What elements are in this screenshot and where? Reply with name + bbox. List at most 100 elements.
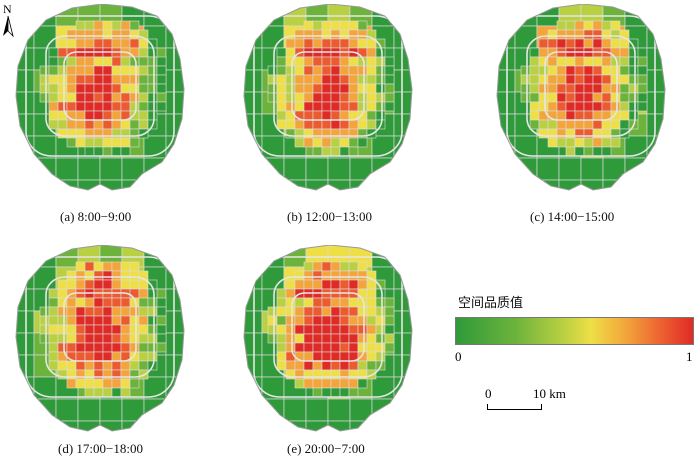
district-block bbox=[93, 146, 104, 157]
district-block bbox=[93, 342, 104, 353]
district-block bbox=[497, 47, 516, 71]
district-block bbox=[339, 378, 350, 389]
district-block bbox=[375, 324, 386, 335]
district-block bbox=[111, 29, 122, 40]
district-block bbox=[592, 56, 603, 67]
district-block bbox=[84, 297, 95, 308]
district-block bbox=[129, 324, 140, 335]
district-block bbox=[312, 306, 323, 317]
district-block bbox=[16, 179, 35, 190]
district-block bbox=[339, 110, 350, 121]
district-block bbox=[84, 360, 95, 371]
district-block bbox=[574, 110, 585, 121]
district-block bbox=[384, 65, 395, 76]
city-boundary bbox=[243, 245, 413, 432]
district-block bbox=[349, 398, 373, 422]
district-block bbox=[102, 342, 113, 353]
district-block bbox=[147, 297, 158, 308]
district-block bbox=[529, 56, 540, 67]
district-block bbox=[147, 306, 158, 317]
district-block bbox=[102, 137, 113, 148]
district-block bbox=[375, 47, 386, 58]
district-block bbox=[111, 20, 122, 31]
district-block bbox=[303, 29, 314, 40]
district-block bbox=[574, 29, 585, 40]
district-block bbox=[366, 110, 377, 121]
district-block bbox=[583, 83, 594, 94]
ring-road bbox=[291, 292, 365, 362]
district-block bbox=[565, 110, 576, 121]
district-block bbox=[75, 119, 86, 130]
district-block bbox=[33, 4, 57, 27]
district-block bbox=[321, 101, 332, 112]
district-block bbox=[556, 38, 567, 49]
district-block bbox=[574, 65, 585, 76]
district-block bbox=[393, 420, 412, 431]
district-block bbox=[188, 4, 192, 26]
district-block bbox=[294, 38, 305, 49]
district-block bbox=[66, 119, 77, 130]
district-block bbox=[93, 378, 104, 389]
district-block bbox=[349, 420, 373, 431]
district-block bbox=[75, 56, 86, 67]
district-block bbox=[556, 56, 567, 67]
map-panel-a bbox=[12, 4, 192, 200]
district-block bbox=[321, 83, 332, 94]
district-block bbox=[143, 179, 167, 190]
district-block bbox=[75, 324, 86, 335]
district-block bbox=[129, 119, 140, 130]
map-panel-b bbox=[240, 4, 420, 200]
district-block bbox=[84, 101, 95, 112]
district-block bbox=[330, 333, 341, 344]
district-block bbox=[39, 324, 50, 335]
district-block bbox=[303, 333, 314, 344]
district-block bbox=[111, 38, 122, 49]
district-block bbox=[66, 83, 77, 94]
district-block bbox=[138, 315, 149, 326]
district-block bbox=[84, 20, 95, 31]
district-block bbox=[33, 157, 57, 181]
district-block bbox=[120, 146, 131, 157]
district-block bbox=[129, 101, 140, 112]
district-block bbox=[66, 56, 77, 67]
district-block bbox=[348, 101, 359, 112]
district-block bbox=[303, 119, 314, 130]
district-block bbox=[348, 360, 359, 371]
district-block bbox=[357, 261, 368, 272]
district-block bbox=[357, 20, 368, 31]
district-block bbox=[66, 306, 77, 317]
district-block bbox=[592, 83, 603, 94]
district-block bbox=[303, 92, 314, 103]
district-block bbox=[48, 306, 59, 317]
district-block bbox=[312, 137, 323, 148]
district-block bbox=[66, 360, 77, 371]
choropleth-map bbox=[243, 245, 413, 432]
district-block bbox=[165, 135, 184, 159]
district-block bbox=[312, 261, 323, 272]
district-block bbox=[312, 387, 323, 398]
caption-c: (c) 14:00−15:00 bbox=[530, 209, 615, 224]
district-block bbox=[165, 25, 184, 49]
district-block bbox=[188, 311, 192, 333]
district-block bbox=[261, 398, 285, 422]
district-block bbox=[556, 29, 567, 40]
district-block bbox=[165, 398, 184, 422]
district-block bbox=[393, 245, 412, 268]
district-block bbox=[165, 376, 184, 400]
district-block bbox=[619, 92, 630, 103]
district-block bbox=[416, 180, 420, 200]
district-block bbox=[294, 279, 305, 290]
district-block bbox=[261, 157, 285, 181]
district-block bbox=[592, 20, 603, 31]
district-block bbox=[39, 83, 50, 94]
district-block bbox=[84, 279, 95, 290]
district-block bbox=[303, 20, 314, 31]
district-block bbox=[366, 101, 377, 112]
district-block bbox=[497, 179, 516, 190]
district-block bbox=[619, 101, 630, 112]
district-block bbox=[330, 110, 341, 121]
district-block bbox=[669, 180, 673, 200]
district-block bbox=[321, 360, 332, 371]
district-block bbox=[57, 279, 68, 290]
district-block bbox=[312, 279, 323, 290]
